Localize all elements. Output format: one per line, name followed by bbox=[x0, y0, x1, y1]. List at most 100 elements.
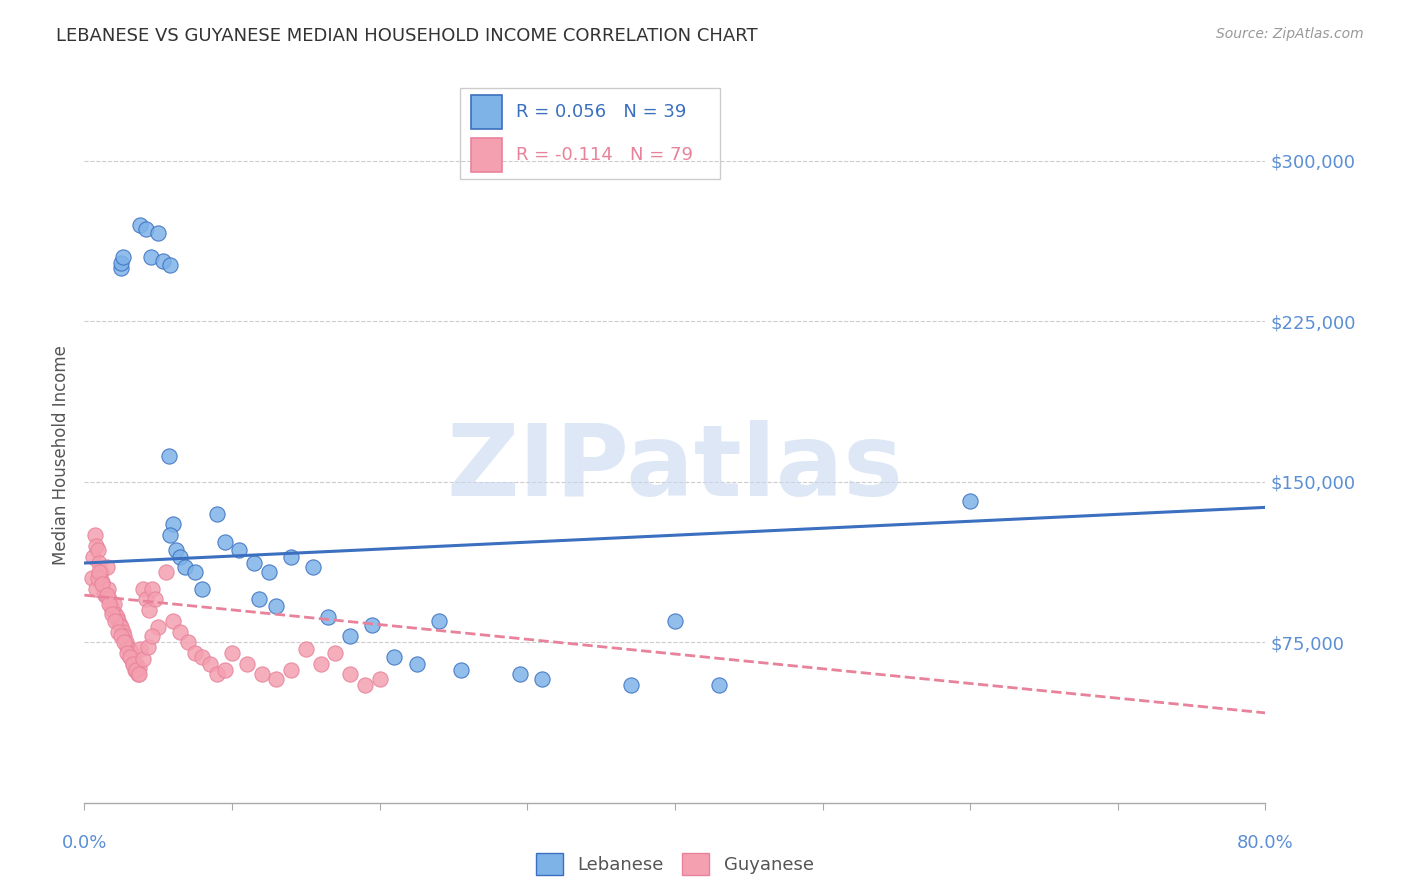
Text: R = -0.114   N = 79: R = -0.114 N = 79 bbox=[516, 146, 693, 164]
Point bbox=[148, 227, 170, 241]
Point bbox=[118, 641, 141, 656]
Point bbox=[124, 663, 146, 677]
Point bbox=[125, 657, 148, 671]
Y-axis label: Median Household Income: Median Household Income bbox=[52, 345, 70, 565]
Point bbox=[214, 534, 236, 549]
Point bbox=[108, 618, 131, 632]
Point bbox=[173, 560, 195, 574]
Point bbox=[114, 635, 136, 649]
Point bbox=[159, 528, 181, 542]
Point bbox=[159, 259, 181, 273]
Point bbox=[339, 629, 361, 643]
Point bbox=[128, 667, 150, 681]
Point bbox=[90, 565, 112, 579]
Point bbox=[98, 597, 121, 611]
Point bbox=[121, 646, 143, 660]
Point bbox=[86, 571, 108, 585]
Point bbox=[129, 218, 152, 232]
Point bbox=[228, 543, 250, 558]
Point bbox=[162, 614, 184, 628]
Point bbox=[141, 629, 163, 643]
Point bbox=[509, 667, 531, 681]
Point bbox=[136, 640, 159, 654]
Point bbox=[96, 560, 118, 574]
Point bbox=[664, 614, 686, 628]
Text: 80.0%: 80.0% bbox=[1237, 834, 1294, 852]
Text: LEBANESE VS GUYANESE MEDIAN HOUSEHOLD INCOME CORRELATION CHART: LEBANESE VS GUYANESE MEDIAN HOUSEHOLD IN… bbox=[56, 27, 758, 45]
Point bbox=[110, 256, 132, 270]
Point bbox=[82, 549, 104, 564]
Point bbox=[86, 543, 108, 558]
Point bbox=[165, 543, 187, 558]
Point bbox=[112, 629, 135, 643]
Point bbox=[127, 667, 149, 681]
Point bbox=[139, 250, 162, 264]
Point bbox=[250, 667, 273, 681]
Point bbox=[143, 592, 166, 607]
Point bbox=[280, 663, 302, 677]
Point bbox=[141, 582, 163, 596]
Point bbox=[91, 575, 114, 590]
Point bbox=[111, 624, 134, 639]
Point bbox=[101, 603, 124, 617]
Point bbox=[105, 609, 128, 624]
Point bbox=[152, 254, 174, 268]
Point bbox=[309, 657, 332, 671]
Point bbox=[264, 672, 288, 686]
Point bbox=[243, 556, 266, 570]
Point bbox=[94, 588, 117, 602]
Point bbox=[619, 678, 641, 692]
Point bbox=[100, 599, 122, 613]
Point bbox=[191, 582, 214, 596]
Point bbox=[135, 592, 157, 607]
Point bbox=[382, 650, 406, 665]
Point bbox=[122, 657, 145, 671]
Point bbox=[87, 565, 111, 579]
Point bbox=[257, 565, 280, 579]
Point bbox=[205, 507, 228, 521]
Point bbox=[205, 667, 228, 681]
Point bbox=[110, 629, 132, 643]
Point bbox=[354, 678, 377, 692]
Point bbox=[135, 222, 157, 236]
Point bbox=[323, 646, 347, 660]
Text: R = 0.056   N = 39: R = 0.056 N = 39 bbox=[516, 103, 686, 121]
Point bbox=[93, 586, 115, 600]
Point bbox=[450, 663, 472, 677]
Point bbox=[214, 663, 236, 677]
Point bbox=[709, 678, 731, 692]
Point bbox=[107, 614, 129, 628]
Point bbox=[104, 614, 127, 628]
Point bbox=[84, 582, 107, 596]
Point bbox=[184, 565, 207, 579]
Text: 0.0%: 0.0% bbox=[62, 834, 107, 852]
Point bbox=[169, 549, 191, 564]
Point bbox=[125, 663, 148, 677]
Point bbox=[530, 672, 553, 686]
Point bbox=[191, 650, 214, 665]
Legend: Lebanese, Guyanese: Lebanese, Guyanese bbox=[527, 844, 823, 884]
Point bbox=[128, 661, 150, 675]
Point bbox=[103, 597, 125, 611]
Point bbox=[98, 592, 121, 607]
Point bbox=[235, 657, 259, 671]
Point bbox=[129, 641, 152, 656]
Point bbox=[91, 577, 114, 591]
Point bbox=[280, 549, 302, 564]
Point bbox=[120, 650, 142, 665]
Text: ZIPatlas: ZIPatlas bbox=[447, 420, 903, 517]
Point bbox=[157, 449, 180, 463]
Text: Source: ZipAtlas.com: Source: ZipAtlas.com bbox=[1216, 27, 1364, 41]
Point bbox=[112, 635, 135, 649]
Point bbox=[97, 582, 120, 596]
Point bbox=[132, 652, 155, 666]
Point bbox=[96, 588, 118, 602]
Point bbox=[177, 635, 200, 649]
Point bbox=[122, 657, 145, 671]
Point bbox=[110, 620, 132, 634]
Point bbox=[115, 640, 138, 654]
Point bbox=[148, 620, 170, 634]
Point bbox=[138, 603, 160, 617]
Point bbox=[132, 582, 155, 596]
Point bbox=[83, 528, 105, 542]
